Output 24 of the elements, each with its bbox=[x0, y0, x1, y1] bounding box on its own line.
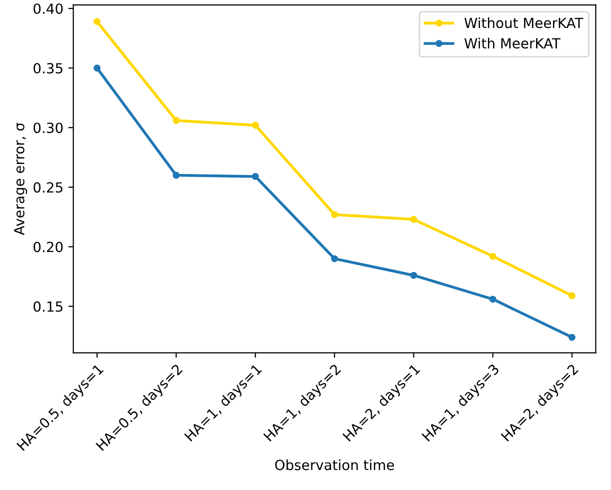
y-tick-label: 0.40 bbox=[34, 3, 63, 14]
point bbox=[489, 252, 496, 260]
point bbox=[410, 272, 418, 279]
y-tick-label: 0.25 bbox=[34, 182, 62, 193]
point bbox=[252, 122, 259, 129]
point bbox=[172, 172, 180, 179]
point bbox=[568, 334, 576, 341]
point bbox=[410, 216, 418, 223]
y-tick-label: 0.15 bbox=[34, 301, 62, 312]
point bbox=[94, 64, 101, 72]
point bbox=[252, 172, 259, 180]
y-tick-label: 0.35 bbox=[34, 63, 62, 74]
point bbox=[568, 292, 576, 300]
y-tick-label: 0.30 bbox=[34, 122, 63, 134]
y-axis-title: Average error, σ bbox=[14, 122, 28, 236]
point bbox=[331, 211, 338, 218]
y-tick-label: 0.20 bbox=[34, 242, 63, 252]
legend-label: Without MeerKAT bbox=[464, 17, 584, 28]
point bbox=[489, 296, 496, 303]
point bbox=[172, 116, 180, 124]
legend-label: With MeerKAT bbox=[464, 38, 561, 49]
point bbox=[331, 255, 338, 262]
point bbox=[94, 18, 101, 26]
x-axis-title: Observation time bbox=[275, 459, 394, 470]
